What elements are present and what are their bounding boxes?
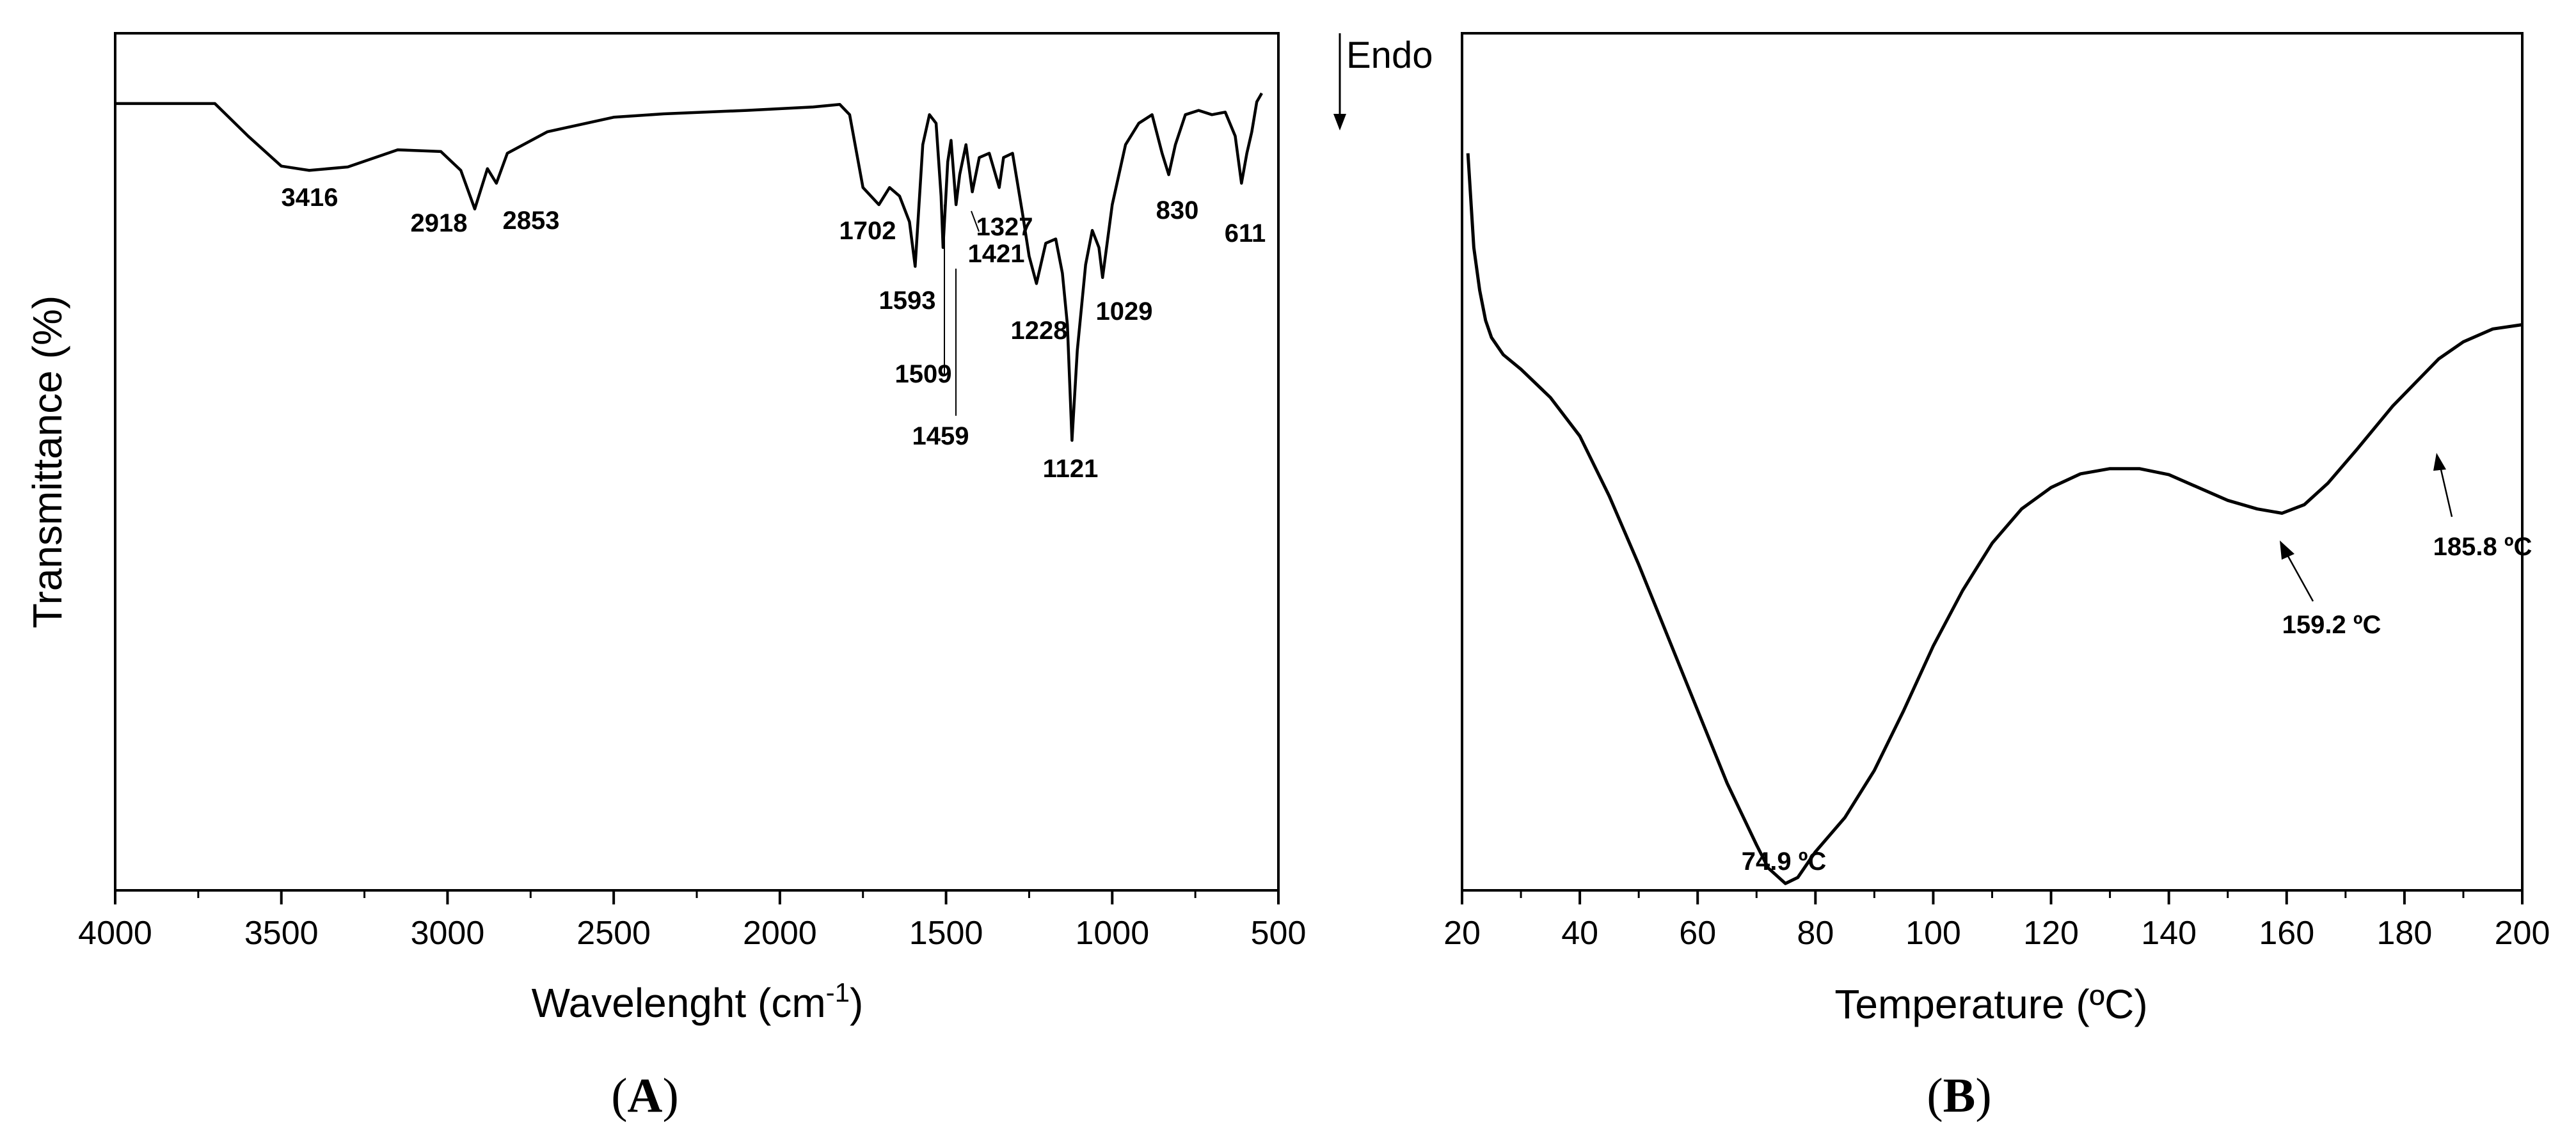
peak-1421-leader-line <box>971 210 980 232</box>
x-tick-label: 180 <box>2377 915 2433 952</box>
peak-label-1702: 1702 <box>839 217 896 245</box>
peak-label-2918: 2918 <box>411 209 468 237</box>
peak-label-185-8: 185.8 ºC <box>2433 533 2532 561</box>
x-tick-label: 2500 <box>576 915 651 952</box>
x-tick-label: 60 <box>1679 915 1716 952</box>
x-tick-label: 20 <box>1443 915 1481 952</box>
x-tick-label: 80 <box>1797 915 1834 952</box>
panel-a-y-axis-title: Transmittance (%) <box>24 296 70 628</box>
peak-label-3416: 3416 <box>282 184 338 212</box>
endo-label: Endo <box>1346 35 1433 76</box>
x-tick-label: 40 <box>1561 915 1598 952</box>
x-tick-label: 140 <box>2141 915 2197 952</box>
panel-b-x-axis: 20 40 60 80 100 120 140 160 180 200 <box>1443 890 2550 952</box>
x-tick-label: 200 <box>2495 915 2550 952</box>
peak-label-1029: 1029 <box>1096 297 1153 326</box>
peak-label-830: 830 <box>1156 196 1199 225</box>
panel-b-label: (B) <box>1927 1069 1991 1123</box>
peak-label-159-2: 159.2 ºC <box>2282 611 2381 639</box>
peak-label-1121: 1121 <box>1043 455 1099 483</box>
peak-label-611: 611 <box>1225 219 1266 248</box>
peak-label-1593: 1593 <box>879 287 936 315</box>
x-tick-label: 1000 <box>1075 915 1149 952</box>
peak-159-arrow-head-icon <box>2280 540 2294 560</box>
peak-label-74-9: 74.9 ºC <box>1742 847 1826 876</box>
peak-label-1421: 1421 <box>968 240 1025 268</box>
peak-185-arrow-line <box>2439 466 2453 517</box>
panel-b-x-axis-title: Temperature (ºC) <box>1834 981 2147 1027</box>
x-tick-label: 2000 <box>743 915 817 952</box>
panel-a-spectrum-line <box>115 92 1263 442</box>
x-tick-label: 4000 <box>78 915 152 952</box>
endo-arrow-head-icon <box>1333 114 1346 130</box>
peak-label-1509: 1509 <box>895 360 952 388</box>
x-tick-label: 160 <box>2259 915 2314 952</box>
panel-a-plot-frame <box>114 32 1280 892</box>
x-tick-label: 500 <box>1251 915 1307 952</box>
x-tick-label: 3000 <box>411 915 485 952</box>
panel-a-x-axis-title: Wavelenght (cm-1) <box>532 977 864 1026</box>
peak-label-2853: 2853 <box>503 207 560 235</box>
x-tick-label: 1500 <box>909 915 983 952</box>
panel-b-dsc-curve <box>1466 153 2523 885</box>
peak-159-arrow-line <box>2286 553 2314 602</box>
panel-a: 4000 3500 3000 2500 2000 1500 1000 500 3416 291… <box>24 32 1306 1123</box>
x-tick-label: 120 <box>2023 915 2079 952</box>
peak-185-arrow-head-icon <box>2433 453 2446 471</box>
peak-label-1228: 1228 <box>1011 317 1068 345</box>
panel-b: 20 40 60 80 100 120 140 160 180 200 Endo 74.9 ºC … <box>1333 32 2550 1123</box>
peak-label-1459: 1459 <box>912 422 969 450</box>
panel-a-x-axis: 4000 3500 3000 2500 2000 1500 1000 500 <box>78 890 1306 952</box>
panel-b-plot-frame <box>1461 32 2524 892</box>
x-tick-label: 100 <box>1905 915 1961 952</box>
peak-label-1327: 1327 <box>976 213 1033 241</box>
panel-a-label: (A) <box>611 1069 679 1123</box>
x-tick-label: 3500 <box>244 915 319 952</box>
